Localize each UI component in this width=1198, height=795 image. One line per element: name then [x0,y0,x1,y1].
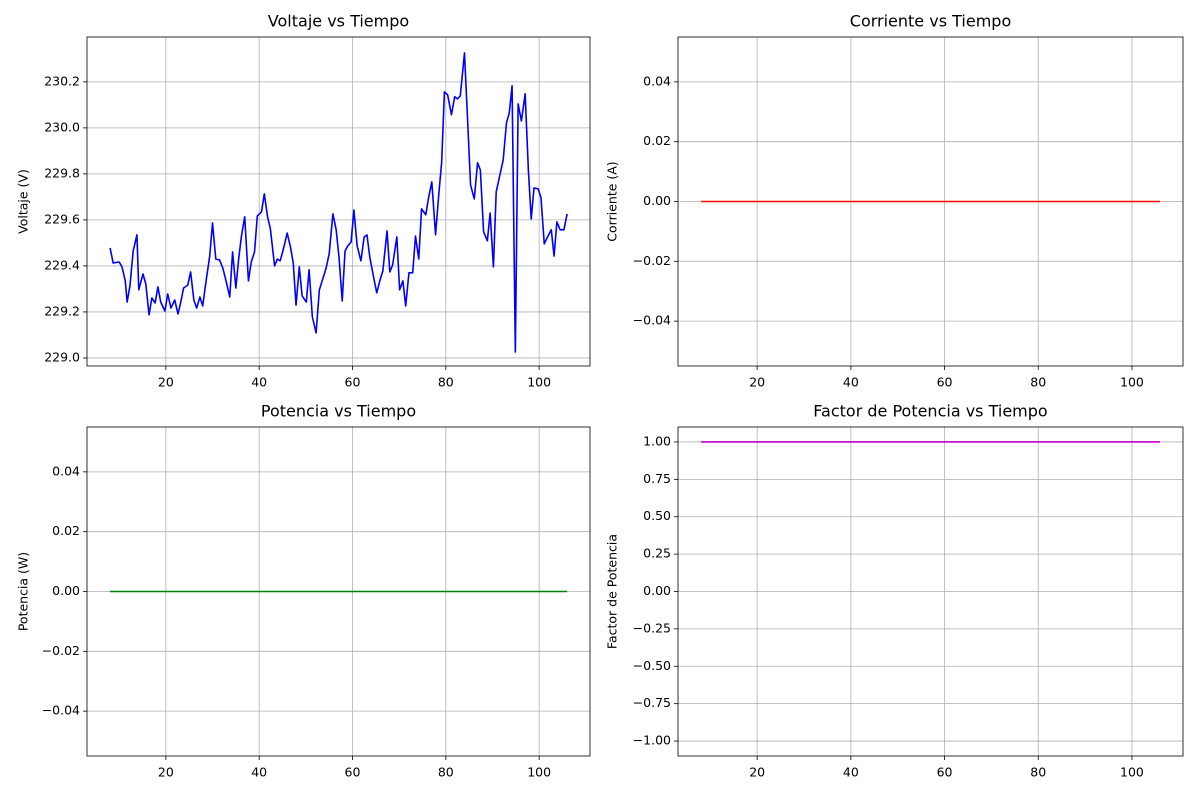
y-tick-label: −0.02 [633,253,671,268]
chart-title: Potencia vs Tiempo [261,402,416,421]
x-tick-label: 40 [251,375,267,390]
y-tick-label: −1.00 [633,733,671,748]
y-tick-label: −0.75 [633,695,671,710]
y-tick-label: 229.6 [44,211,80,226]
y-tick-label: 0.04 [643,73,671,88]
y-tick-label: 0.50 [643,508,671,523]
y-tick-label: 0.00 [643,583,671,598]
y-tick-label: 229.0 [44,349,80,364]
x-tick-label: 80 [438,375,454,390]
chart-title: Voltaje vs Tiempo [268,12,409,31]
y-tick-label: 0.02 [643,133,671,148]
axes-frame [677,426,1184,757]
x-tick-label: 100 [1120,375,1144,390]
x-tick-label: 60 [345,375,361,390]
x-tick-label: 20 [158,765,174,780]
axes-frame [86,426,591,757]
y-tick-label: 0.00 [643,193,671,208]
y-tick-label: −0.04 [633,313,671,328]
x-tick-label: 100 [1120,765,1144,780]
x-tick-label: 60 [937,375,953,390]
x-tick-label: 80 [1030,765,1046,780]
y-axis-label: Corriente (A) [605,161,620,241]
x-tick-label: 100 [527,765,551,780]
x-tick-label: 20 [749,765,765,780]
y-tick-label: −0.50 [633,658,671,673]
x-tick-label: 80 [438,765,454,780]
y-tick-label: −0.04 [42,703,80,718]
x-tick-label: 40 [843,375,859,390]
y-tick-label: 0.25 [643,546,671,561]
y-tick-label: −0.25 [633,620,671,635]
y-tick-label: 0.00 [52,583,80,598]
y-axis-label: Voltaje (V) [16,169,31,234]
y-tick-label: 230.0 [44,119,80,134]
y-tick-label: 230.2 [44,73,80,88]
y-tick-label: 229.2 [44,303,80,318]
y-axis-label: Factor de Potencia [605,534,620,649]
data-line [109,52,568,353]
axes-frame [677,36,1184,367]
x-tick-label: 20 [749,375,765,390]
x-tick-label: 60 [937,765,953,780]
x-tick-label: 80 [1030,375,1046,390]
y-tick-label: 0.04 [52,463,80,478]
y-tick-label: 229.4 [44,257,80,272]
chart-title: Factor de Potencia vs Tiempo [813,402,1047,421]
axes-frame [86,36,591,367]
y-tick-label: 0.75 [643,471,671,486]
x-tick-label: 20 [158,375,174,390]
y-tick-label: 1.00 [643,433,671,448]
y-axis-label: Potencia (W) [16,552,31,631]
x-tick-label: 40 [843,765,859,780]
x-tick-label: 60 [345,765,361,780]
x-tick-label: 40 [251,765,267,780]
chart-title: Corriente vs Tiempo [850,12,1011,31]
y-tick-label: 229.8 [44,165,80,180]
x-tick-label: 100 [527,375,551,390]
y-tick-label: −0.02 [42,643,80,658]
y-tick-label: 0.02 [52,523,80,538]
